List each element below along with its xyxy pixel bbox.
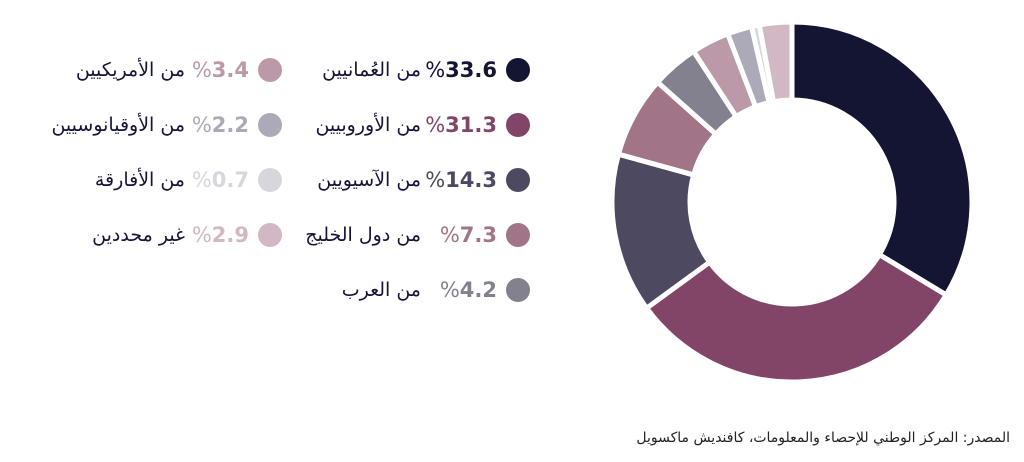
legend-value: %2.2 — [191, 113, 249, 137]
percent-sign: % — [439, 223, 460, 247]
percent-sign: % — [191, 168, 212, 192]
legend-label: من دول الخليج — [305, 224, 421, 246]
legend-item: %31.3 من الأوروبيين — [0, 109, 1024, 141]
legend-value: %31.3 — [425, 113, 497, 137]
legend-label: من الآسيويين — [317, 169, 421, 191]
donut-slice-1 — [644, 252, 949, 385]
legend-label: من الأمريكيين — [75, 59, 185, 81]
percent-sign: % — [425, 113, 446, 137]
legend-item: %0.7 من الأفارقة — [0, 164, 1024, 196]
legend-swatch — [258, 58, 282, 82]
legend-value: %33.6 — [425, 58, 497, 82]
legend-swatch — [258, 223, 282, 247]
percent-sign: % — [191, 113, 212, 137]
percent-sign: % — [425, 168, 446, 192]
legend-label: غير محددين — [92, 224, 185, 246]
legend-swatch — [258, 168, 282, 192]
percent-sign: % — [191, 223, 212, 247]
legend-label: من الأوقيانوسيين — [51, 114, 185, 136]
legend-item: %3.4 من الأمريكيين — [0, 54, 1024, 86]
legend-swatch — [258, 113, 282, 137]
percent-sign: % — [191, 58, 212, 82]
legend-item: %33.6 من العُمانيين — [0, 54, 1024, 86]
percent-sign: % — [439, 278, 460, 302]
legend-item: %7.3 من دول الخليج — [0, 219, 1024, 251]
legend-label: من الأفارقة — [94, 169, 185, 191]
legend-value: %0.7 — [191, 168, 249, 192]
legend-value: %3.4 — [191, 58, 249, 82]
legend-swatch — [506, 58, 530, 82]
legend-swatch — [506, 168, 530, 192]
source-note: المصدر: المركز الوطني للإحصاء والمعلومات… — [636, 430, 1010, 446]
legend-value: %2.9 — [191, 223, 249, 247]
legend-item: %14.3 من الآسيويين — [0, 164, 1024, 196]
donut-slice-8 — [756, 19, 795, 105]
legend-item: %4.2 من العرب — [0, 274, 1024, 306]
legend-label: من العرب — [341, 279, 421, 301]
legend-value: %7.3 — [439, 223, 497, 247]
legend-item: %2.2 من الأوقيانوسيين — [0, 109, 1024, 141]
legend-label: من الأوروبيين — [315, 114, 421, 136]
donut-slice-0 — [789, 19, 975, 298]
legend-label: من العُمانيين — [322, 59, 421, 81]
legend-swatch — [506, 278, 530, 302]
legend-value: %14.3 — [425, 168, 497, 192]
legend-item: %2.9 غير محددين — [0, 219, 1024, 251]
percent-sign: % — [425, 58, 446, 82]
legend-swatch — [506, 113, 530, 137]
legend-value: %4.2 — [439, 278, 497, 302]
legend-swatch — [506, 223, 530, 247]
